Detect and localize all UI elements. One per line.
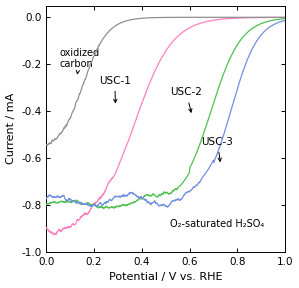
Text: USC-3: USC-3 bbox=[202, 137, 234, 161]
X-axis label: Potential / V vs. RHE: Potential / V vs. RHE bbox=[109, 272, 222, 283]
Y-axis label: Current / mA: Current / mA bbox=[6, 93, 16, 164]
Text: USC-1: USC-1 bbox=[99, 76, 131, 103]
Text: USC-2: USC-2 bbox=[170, 87, 202, 112]
Text: O₂-saturated H₂SO₄: O₂-saturated H₂SO₄ bbox=[170, 219, 265, 229]
Text: oxidized
carbon: oxidized carbon bbox=[60, 48, 100, 74]
